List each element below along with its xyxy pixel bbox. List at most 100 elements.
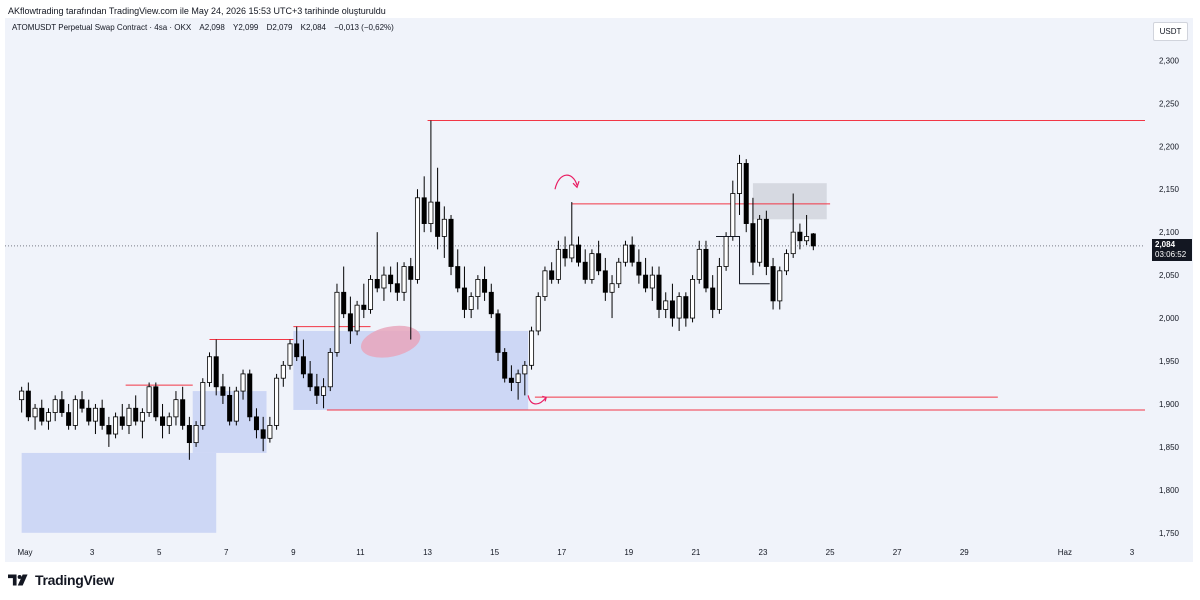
y-axis: 2,300 2,250 2,200 2,150 2,100 2,050 2,000 1,950…: [1159, 56, 1180, 537]
y-tick-label: 2,050: [1159, 271, 1180, 280]
y-tick-label: 2,000: [1159, 314, 1180, 323]
candle-body: [354, 304, 360, 332]
candle-body: [287, 343, 293, 366]
candle-body: [522, 364, 528, 375]
candle-body: [240, 373, 246, 392]
legend-high: Y2,099: [233, 23, 259, 32]
candle-body: [649, 274, 655, 289]
candle-body: [408, 266, 414, 280]
candle-body: [119, 416, 125, 426]
candle-body: [86, 407, 92, 422]
candle-body: [92, 407, 98, 422]
candle-body: [797, 231, 803, 242]
candle-body: [59, 399, 65, 413]
x-axis: May 3 5 7 9 11 13 15 17 19 21 23 25 27 29 Haz 3: [17, 548, 1134, 557]
candle-body: [227, 394, 233, 422]
candle-body: [569, 244, 575, 259]
grey-zone-3: [752, 183, 827, 220]
x-tick-label: 11: [356, 548, 365, 557]
tradingview-logo-text: TradingView: [35, 572, 114, 588]
candle-body: [737, 163, 743, 194]
candle-body: [683, 296, 689, 319]
reversal-arrow-bottom: [527, 395, 547, 405]
candle-body: [19, 390, 25, 401]
legend-change: −0,013 (−0,62%): [334, 23, 394, 32]
currency-button[interactable]: USDT: [1153, 22, 1188, 41]
annotations-layer: [527, 174, 770, 405]
candle-body: [414, 197, 420, 280]
candle-body: [690, 279, 696, 319]
candle-body: [468, 296, 474, 310]
candle-body: [810, 233, 816, 247]
candle-body: [153, 386, 159, 418]
candle-body: [280, 364, 286, 379]
candle-body: [777, 270, 783, 302]
tradingview-logo[interactable]: TradingView: [8, 572, 114, 588]
candle-body: [482, 279, 488, 293]
x-tick-label: 27: [893, 548, 902, 557]
candle-body: [696, 248, 702, 280]
candle-body: [576, 244, 582, 263]
legend-close: K2,084: [300, 23, 326, 32]
candle-body: [361, 304, 367, 310]
candle-body: [669, 300, 675, 319]
candle-body: [602, 270, 608, 293]
candle-body: [441, 218, 447, 237]
symbol-name[interactable]: ATOMUSDT Perpetual Swap Contract · 4sa ·…: [12, 23, 192, 32]
tradingview-logo-icon: [8, 574, 28, 586]
y-tick-label: 2,100: [1159, 228, 1180, 237]
legend-low: D2,079: [266, 23, 293, 32]
candle-body: [622, 244, 628, 263]
candle-body: [609, 283, 615, 293]
candle-body: [247, 373, 253, 418]
candle-body: [321, 386, 327, 396]
candle-body: [294, 343, 300, 358]
x-tick-label: 13: [423, 548, 432, 557]
range-marker: [716, 235, 770, 285]
candle-body: [274, 377, 280, 426]
candle-body: [770, 266, 776, 302]
candle-body: [206, 356, 212, 383]
last-price-badge: 2,084 03:06:52: [1152, 238, 1192, 261]
levels-layer: [5, 119, 1145, 411]
candle-body: [374, 279, 380, 289]
candle-body: [643, 274, 649, 289]
candle-body: [381, 274, 387, 289]
candle-body: [267, 425, 273, 439]
candle-body: [113, 416, 119, 435]
candle-body: [394, 283, 400, 293]
candle-body: [72, 399, 78, 426]
candle-body: [435, 201, 441, 237]
candle-body: [636, 261, 642, 276]
candle-body: [347, 313, 353, 332]
candle-body: [193, 425, 199, 444]
candle-body: [656, 274, 662, 310]
x-tick-label: Haz: [1058, 548, 1072, 557]
symbol-legend[interactable]: ATOMUSDT Perpetual Swap Contract · 4sa ·…: [12, 23, 394, 32]
candle-body: [783, 253, 789, 272]
candle-body: [260, 429, 266, 439]
reversal-arrow-top: [554, 174, 578, 190]
chart-attribution: AKflowtrading tarafından TradingView.com…: [8, 6, 386, 16]
x-tick-label: 23: [759, 548, 768, 557]
candle-body: [327, 352, 333, 388]
candle-body: [39, 407, 45, 422]
candle-body: [555, 248, 561, 280]
candle-body: [126, 407, 132, 426]
candle-body: [730, 193, 736, 237]
blue-zone-0: [21, 452, 217, 533]
candle-body: [314, 386, 320, 396]
candles-layer: [19, 120, 816, 460]
x-tick-label: May: [17, 548, 32, 557]
x-tick-label: 17: [557, 548, 566, 557]
price-chart[interactable]: 2,300 2,250 2,200 2,150 2,100 2,050 2,000 1,950…: [5, 18, 1193, 562]
x-tick-label: 25: [826, 548, 835, 557]
candle-body: [200, 382, 206, 426]
zones-layer: [21, 183, 827, 533]
x-tick-label: 3: [1130, 548, 1135, 557]
x-tick-label: 9: [291, 548, 296, 557]
candle-body: [461, 287, 467, 310]
candle-body: [716, 266, 722, 310]
candle-body: [25, 390, 31, 418]
candle-body: [133, 407, 139, 422]
